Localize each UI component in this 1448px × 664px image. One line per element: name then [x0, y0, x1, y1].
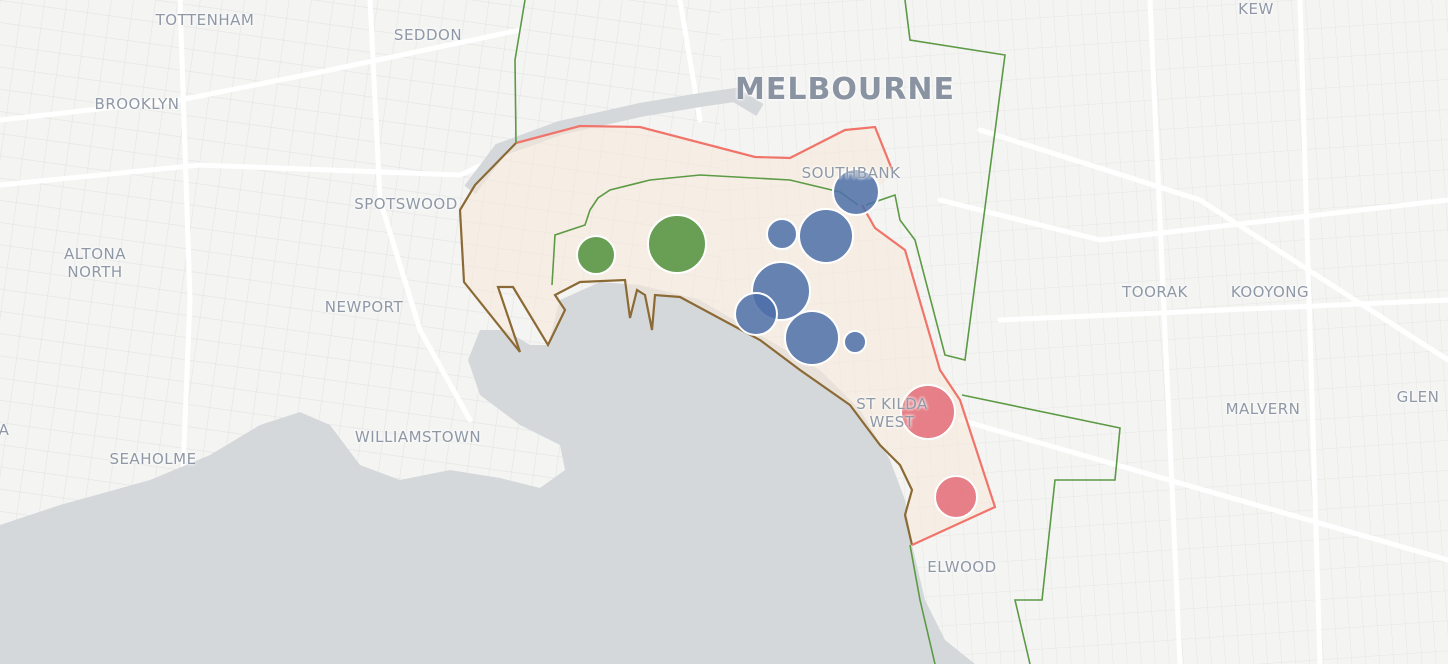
- marker-blue[interactable]: [798, 208, 854, 264]
- label-toorak: TOORAK: [1122, 283, 1188, 301]
- major-road: [1297, 0, 1323, 664]
- label-malvern: MALVERN: [1225, 400, 1301, 418]
- region-polygon[interactable]: [460, 126, 995, 545]
- label-spotswood: SPOTSWOOD: [354, 195, 458, 213]
- marker-red[interactable]: [934, 475, 978, 519]
- marker-green[interactable]: [576, 235, 616, 275]
- label-elwood: ELWOOD: [927, 558, 997, 576]
- label-glen: GLEN: [1396, 388, 1440, 406]
- label-edge-a: A: [0, 421, 10, 439]
- green-boundary: [514, 0, 1121, 664]
- marker-blue[interactable]: [832, 168, 880, 216]
- label-st-kilda-west: ST KILDA WEST: [856, 395, 928, 431]
- major-road: [977, 127, 1448, 363]
- marker-blue[interactable]: [766, 218, 798, 250]
- label-seddon: SEDDON: [393, 26, 463, 44]
- major-road: [957, 417, 1448, 563]
- markers-layer: [576, 168, 978, 519]
- marker-blue[interactable]: [843, 330, 867, 354]
- marker-red[interactable]: [900, 384, 956, 440]
- label-tottenham: TOTTENHAM: [155, 11, 255, 29]
- label-brooklyn: BROOKLYN: [94, 95, 180, 113]
- coast-boundary: [458, 142, 914, 546]
- label-southbank: SOUTHBANK: [801, 164, 901, 182]
- yarra-river: [464, 87, 764, 195]
- label-altona-north: ALTONA NORTH: [63, 245, 126, 281]
- label-williamstown: WILLIAMSTOWN: [354, 428, 482, 446]
- port-phillip-bay: [0, 282, 975, 664]
- label-kooyong: KOOYONG: [1230, 283, 1310, 301]
- marker-blue[interactable]: [784, 310, 840, 366]
- major-road: [0, 27, 523, 123]
- label-newport: NEWPORT: [324, 298, 404, 316]
- marker-green[interactable]: [647, 214, 707, 274]
- major-road: [367, 0, 473, 423]
- major-road: [997, 297, 1448, 323]
- red-boundary: [515, 124, 997, 547]
- label-seaholme: SEAHOLME: [109, 450, 197, 468]
- major-road: [937, 197, 1448, 243]
- marker-blue[interactable]: [734, 292, 778, 336]
- major-road: [1147, 0, 1183, 664]
- label-melbourne: MELBOURNE: [735, 72, 955, 107]
- label-kew: KEW: [1238, 0, 1274, 18]
